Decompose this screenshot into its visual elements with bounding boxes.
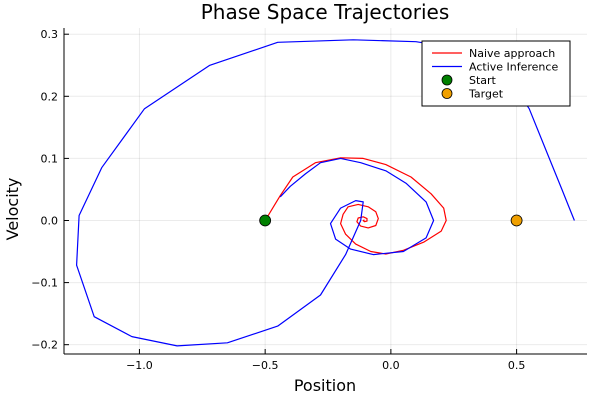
y-tick-label: −0.2: [31, 339, 58, 352]
axes: −1.0 −0.5 0.0 0.5 −0.2 −0.1 0.0 0.1 0.2 0.3: [31, 28, 587, 372]
x-tick-label: −0.5: [252, 359, 279, 372]
naive-approach-line: [264, 157, 447, 255]
y-tick-label: −0.1: [31, 277, 58, 290]
legend-swatch-start: [441, 74, 453, 86]
y-tick-label: 0.1: [41, 152, 59, 165]
legend-swatch-target: [441, 88, 453, 99]
legend-label-active-inference: Active Inference: [469, 61, 558, 74]
start-marker: [259, 214, 272, 227]
y-axis-label: Velocity: [3, 178, 22, 241]
target-marker: [510, 214, 523, 227]
x-tick-label: −1.0: [126, 359, 153, 372]
legend-label-target: Target: [468, 88, 504, 101]
y-tick-label: 0.0: [41, 214, 59, 227]
x-axis-label: Position: [294, 376, 356, 395]
x-tick-label: 0.0: [382, 359, 400, 372]
y-tick-label: 0.3: [41, 28, 59, 41]
legend-label-start: Start: [469, 74, 497, 87]
y-tick-label: 0.2: [41, 90, 59, 103]
legend-label-naive-approach: Naive approach: [469, 47, 555, 60]
chart-title: Phase Space Trajectories: [201, 0, 450, 24]
x-tick-label: 0.5: [508, 359, 526, 372]
